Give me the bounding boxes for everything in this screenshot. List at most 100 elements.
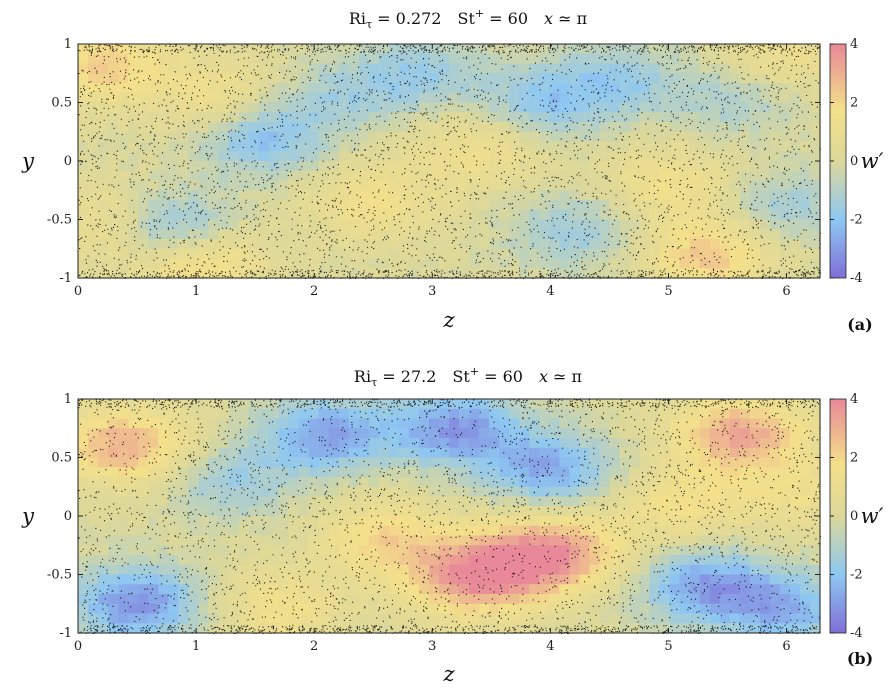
panel-a-field-cell [799, 122, 811, 133]
panel-b-ctick-label: 4 [850, 392, 858, 407]
panel-a-field-cell [449, 131, 460, 143]
panel-a-field-cell [569, 239, 580, 250]
panel-a-field-cell [168, 161, 179, 172]
panel-b-field-cell [449, 516, 460, 527]
panel-a-field-cell [238, 161, 250, 172]
panel-b-field-cell [218, 564, 230, 576]
panel-b-field-cell [198, 477, 209, 488]
panel-b-xtick-label: 3 [428, 639, 436, 654]
panel-a-field-cell [679, 151, 691, 162]
panel-a-field-cell [358, 53, 370, 65]
panel-a-field-cell [98, 102, 109, 113]
panel-a-field-cell [208, 53, 219, 65]
panel-b-field-cell [258, 428, 270, 439]
panel-b-field-cell [789, 467, 801, 478]
panel-b-field-cell [699, 428, 711, 439]
panel-a-field-cell [539, 248, 550, 260]
panel-b-field-cell [118, 603, 129, 615]
panel-a-field-cell [418, 170, 430, 182]
panel-a-field-cell [789, 170, 801, 182]
panel-a-field-cell [449, 190, 460, 201]
panel-a-field-cell [789, 44, 801, 55]
panel-b-field-cell [469, 438, 480, 449]
panel-a-field-cell [148, 141, 159, 152]
panel-b-field-cell [769, 428, 781, 439]
panel-b-field-cell [799, 506, 811, 517]
panel-a-field-cell [639, 180, 651, 191]
panel-a-field-cell [659, 219, 671, 230]
panel-b-field-cell [649, 496, 661, 507]
panel-b-field-cell [489, 574, 500, 585]
panel-a-field-cell [228, 180, 240, 191]
panel-a-field-cell [378, 248, 390, 260]
panel-a-field-cell [639, 161, 651, 172]
panel-b-field-cell [559, 545, 570, 556]
panel-a-field-cell [499, 248, 510, 260]
panel-a-field-cell [729, 248, 741, 260]
panel-a-field-cell [408, 258, 420, 269]
panel-a-field-cell [609, 161, 621, 172]
panel-a-field-cell [188, 83, 199, 94]
panel-a-field-cell [479, 190, 490, 201]
panel-b-field-cell [88, 516, 99, 527]
panel-b-field-cell [469, 584, 480, 595]
panel-b-field-cell [348, 555, 360, 566]
panel-a-field-cell [669, 131, 681, 143]
panel-a-field-cell [499, 131, 510, 143]
panel-b-field-cell [509, 594, 520, 605]
panel-b-field-cell [398, 525, 410, 537]
panel-b-field-cell [749, 506, 761, 517]
panel-b-field-cell [609, 564, 621, 576]
panel-b-field-cell [459, 467, 470, 478]
panel-b-xlabel: z [442, 662, 455, 686]
panel-a-field-cell [88, 219, 99, 230]
panel-a-field-cell [438, 219, 450, 230]
panel-a-field-cell [138, 229, 149, 240]
panel-a-field-cell [398, 44, 410, 55]
panel-a-field-cell [198, 209, 209, 221]
panel-a-field-cell [358, 161, 370, 172]
panel-b-field-cell [118, 564, 129, 576]
panel-b-field-cell [268, 603, 280, 615]
panel-b-field-cell [108, 438, 119, 449]
panel-b-field-cell [609, 428, 621, 439]
panel-a-field-cell [218, 102, 230, 113]
panel-a-field-cell [559, 92, 570, 104]
panel-a-field-cell [729, 180, 741, 191]
panel-a-field-cell [398, 112, 410, 123]
panel-b-field-cell [659, 506, 671, 517]
panel-a-field-cell [208, 122, 219, 133]
panel-a-field-cell [549, 258, 560, 269]
panel-b-field-cell [509, 535, 520, 546]
panel-a-field-cell [358, 229, 370, 240]
panel-b-field-cell [579, 438, 590, 449]
panel-b-field-cell [579, 584, 590, 595]
panel-a-field-cell [509, 122, 520, 133]
panel-b-field-cell [318, 584, 330, 595]
panel-a-field-cell [689, 53, 701, 65]
panel-b-field-cell [449, 594, 460, 605]
panel-a-field-cell [539, 112, 550, 123]
panel-a-field-cell [168, 209, 179, 221]
panel-a-field-cell [198, 170, 209, 182]
panel-b-field-cell [328, 467, 340, 478]
panel-a-field-cell [248, 131, 260, 143]
panel-b-field-cell [78, 564, 89, 576]
panel-b-field-cell [268, 477, 280, 488]
panel-a-field-cell [198, 248, 209, 260]
panel-a-field-cell [599, 63, 611, 74]
panel-a-field-cell [428, 180, 440, 191]
panel-a-field-cell [418, 131, 430, 143]
panel-b-field-cell [208, 545, 219, 556]
panel-a-field-cell [118, 151, 129, 162]
panel-b-field-cell [629, 399, 641, 410]
panel-b-field-cell [438, 555, 450, 566]
panel-a-field-cell [278, 102, 290, 113]
panel-a-field-cell [669, 248, 681, 260]
panel-b-field-cell [679, 545, 691, 556]
panel-a-field-cell [669, 170, 681, 182]
panel-a-field-cell [669, 63, 681, 74]
panel-a-field-cell [649, 180, 661, 191]
panel-a-field-cell [98, 180, 109, 191]
